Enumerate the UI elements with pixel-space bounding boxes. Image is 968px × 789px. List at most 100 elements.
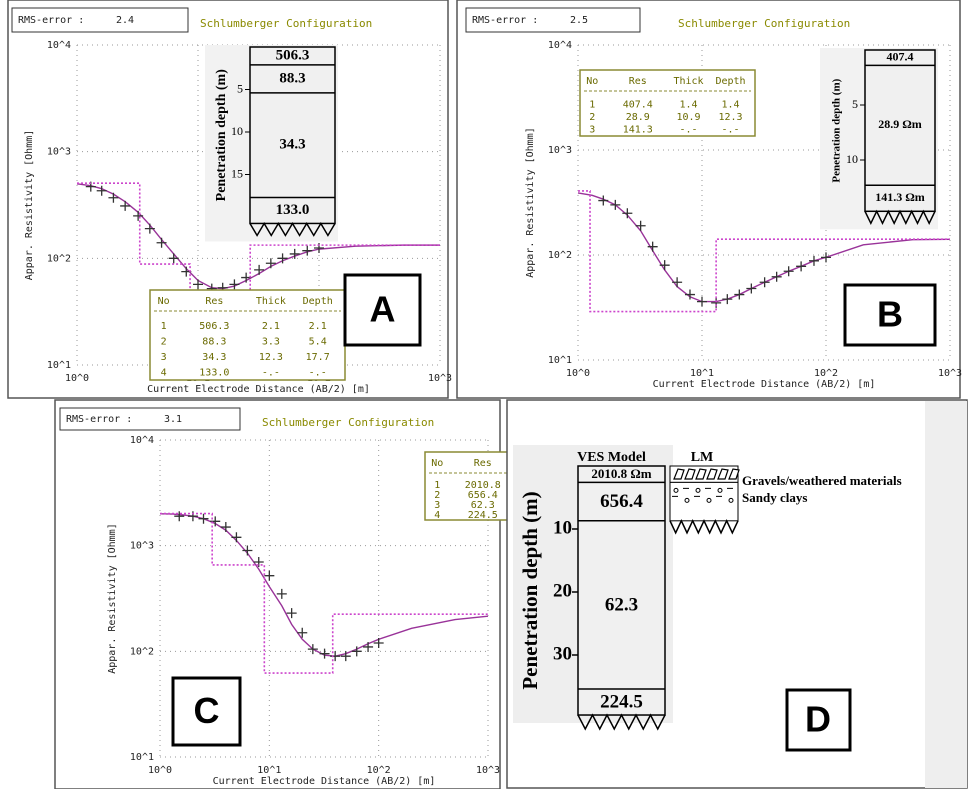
data-point	[193, 279, 203, 290]
table-header: Res	[629, 76, 647, 87]
table-cell: 133.0	[199, 367, 229, 378]
data-point	[253, 557, 264, 568]
table-cell: 1	[161, 321, 167, 332]
data-point	[319, 648, 330, 659]
table-cell: 12.3	[259, 352, 283, 363]
depth-tick-label: 30	[553, 643, 572, 664]
table-cell: 3	[589, 125, 595, 136]
table-cell: 141.3	[623, 125, 653, 136]
model-line	[160, 512, 488, 674]
data-point	[351, 646, 362, 657]
x-tick-label: 10^3	[938, 368, 962, 379]
x-tick-label: 10^2	[814, 368, 838, 379]
table-cell: 3.3	[262, 336, 280, 347]
inset-tick-label: 10	[846, 152, 858, 166]
table-cell: 1	[434, 480, 440, 491]
table-cell: 28.9	[626, 112, 650, 123]
data-point	[156, 237, 167, 248]
table-header: Thick	[673, 76, 703, 87]
lith-legend: Sandy clays	[742, 490, 807, 505]
column-title: VES Model	[577, 450, 646, 465]
table-cell: 88.3	[202, 336, 226, 347]
rms-box	[59, 407, 241, 431]
table-cell: 34.3	[202, 352, 226, 363]
inset-column	[249, 46, 336, 225]
table-cell: 1.4	[679, 99, 697, 110]
x-axis-label: Current Electrode Distance (AB/2) [m]	[213, 776, 436, 787]
y-tick-label: 10^2	[47, 253, 71, 264]
sand-symbol	[673, 487, 679, 493]
table-cell: 10.9	[676, 112, 700, 123]
data-point	[635, 220, 646, 231]
layer-label: 133.0	[276, 202, 310, 218]
lith-sandy-clay	[669, 481, 739, 522]
chart-title: Schlumberger Configuration	[200, 17, 372, 30]
panel-letter-box	[171, 676, 242, 747]
data-point	[659, 260, 670, 271]
table-header: Res	[474, 458, 492, 469]
data-point	[330, 651, 341, 662]
y-axis-label: Appar. Resistivity [Ohmm]	[525, 127, 536, 278]
x-tick-label: 10^0	[148, 765, 172, 776]
table-cell: 2.1	[309, 321, 327, 332]
data-point	[684, 289, 695, 300]
layer-label: 34.3	[279, 137, 305, 153]
data-point	[198, 513, 209, 524]
layer-label: 28.9 Ωm	[878, 117, 922, 131]
chart-title: Schlumberger Configuration	[678, 17, 850, 30]
layer-label: 2010.8 Ωm	[591, 466, 651, 481]
gravel-symbol	[673, 468, 685, 480]
x-tick-label: 10^2	[367, 765, 391, 776]
gravel-symbol	[695, 468, 707, 480]
layer-label: 88.3	[279, 70, 305, 86]
data-point	[264, 570, 275, 581]
data-point	[598, 195, 609, 206]
rms-label: RMS-error :	[472, 15, 538, 26]
x-tick-label: 10^3	[428, 373, 452, 384]
data-point	[373, 637, 384, 648]
rms-value: 2.5	[570, 15, 588, 26]
depth-tick-label: 10	[553, 517, 572, 538]
sand-symbol	[706, 497, 712, 503]
table-header: No	[586, 76, 598, 87]
data-point	[610, 199, 621, 210]
zigzag	[864, 209, 936, 226]
table-cell: 5.4	[309, 336, 327, 347]
rms-label: RMS-error :	[18, 15, 84, 26]
data-point	[229, 279, 240, 290]
sand-symbol	[695, 487, 701, 493]
panel-letter: B	[877, 294, 903, 335]
table-cell: 1.4	[721, 99, 739, 110]
data-point	[783, 266, 794, 277]
x-tick-label: 10^1	[257, 765, 281, 776]
y-tick-label: 10^2	[130, 646, 154, 657]
table-cell: 2	[434, 490, 440, 501]
gravel-symbol	[706, 468, 718, 480]
gravel-symbol	[728, 468, 740, 480]
data-point	[133, 210, 144, 221]
layer-label: 506.3	[276, 47, 310, 63]
table-cell: 2.1	[262, 321, 280, 332]
table-cell: 2	[589, 112, 595, 123]
table-cell: 3	[161, 352, 167, 363]
y-tick-label: 10^3	[130, 541, 154, 552]
gravel-symbol	[717, 468, 729, 480]
inset-tick-label: 5	[852, 97, 858, 111]
table-cell: 4	[161, 367, 167, 378]
x-tick-label: 10^3	[476, 765, 500, 776]
table-header: Res	[205, 296, 223, 307]
y-tick-label: 10^1	[130, 752, 154, 763]
rms-value: 2.4	[116, 15, 134, 26]
data-point	[297, 627, 308, 638]
sand-symbol	[728, 497, 734, 503]
x-tick-label: 10^0	[65, 373, 89, 384]
y-tick-label: 10^1	[47, 360, 71, 371]
panel-letter-box	[843, 283, 937, 347]
data-point	[168, 253, 179, 264]
data-point	[647, 241, 658, 252]
panel-letter-box	[785, 688, 852, 752]
data-point	[759, 277, 770, 288]
sand-symbol	[717, 487, 723, 493]
data-point	[231, 532, 242, 543]
